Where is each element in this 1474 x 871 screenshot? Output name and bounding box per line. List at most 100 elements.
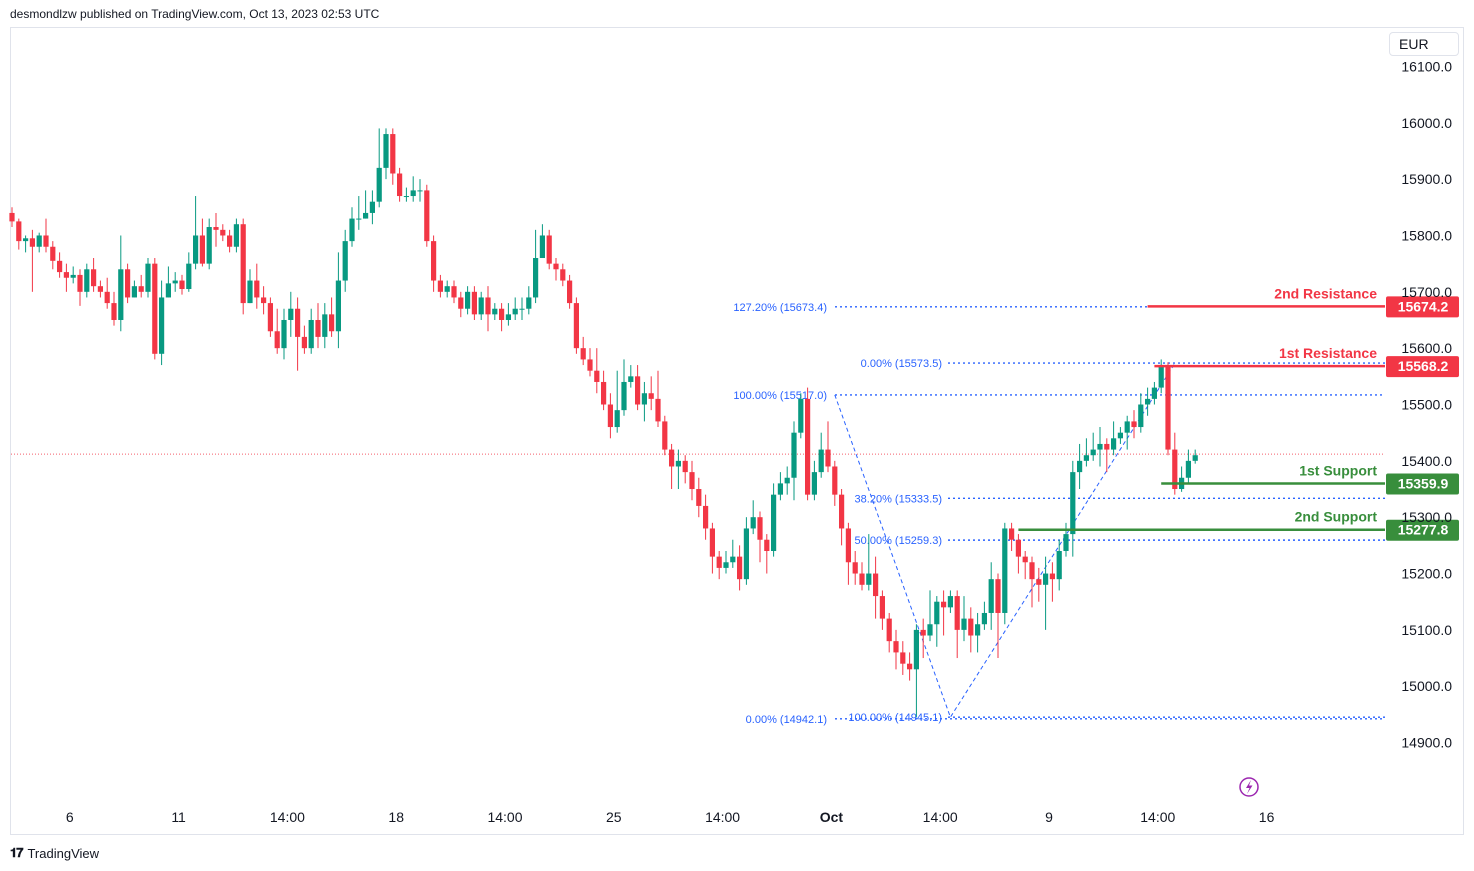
candle-body	[648, 393, 654, 399]
candle-body	[845, 528, 851, 563]
candle-body	[546, 235, 552, 264]
candle-body	[165, 283, 171, 298]
time-axis[interactable]: 6 11 14:00 18 14:00 25 14:00 Oct 14:00 9 14:00 16	[66, 809, 1275, 825]
candle-body	[784, 477, 790, 484]
candle-body	[410, 190, 416, 197]
price-tick-label: 15000.0	[1401, 678, 1452, 694]
support-price-label: 15277.8	[1398, 522, 1449, 538]
candle-body	[403, 196, 409, 198]
candle-body	[934, 601, 940, 625]
candle-body	[505, 314, 511, 320]
candle-body	[308, 319, 314, 349]
chart-frame	[10, 27, 1464, 835]
candle-body	[465, 291, 471, 309]
candle-body	[995, 579, 1001, 613]
candle-body	[77, 274, 83, 292]
candle-body	[1165, 365, 1171, 450]
candle-body	[437, 280, 443, 292]
candle-body	[179, 280, 185, 290]
candle-body	[138, 286, 144, 292]
fib-level-label: 100.00% (15517.0)	[733, 390, 827, 402]
time-tick-label: 14:00	[1140, 809, 1175, 825]
candle-body	[322, 314, 328, 337]
candle-body	[383, 134, 389, 168]
candle-body	[1124, 421, 1130, 433]
candle-body	[213, 227, 219, 230]
candle-body	[669, 449, 675, 467]
candle-body	[560, 269, 566, 281]
price-tick-label: 15100.0	[1401, 622, 1452, 638]
price-tick-label: 15400.0	[1401, 453, 1452, 469]
fib-level-label: 127.20% (15673.4)	[733, 302, 827, 314]
candle-body	[737, 556, 743, 580]
candle-body	[471, 291, 477, 315]
price-tick-label: 15800.0	[1401, 227, 1452, 243]
support-price-tag	[1386, 519, 1459, 541]
candle-body	[152, 263, 158, 354]
support-resistance-levels: 2nd Resistance 15674.2 1st Resistance 15568…	[1018, 285, 1459, 541]
candle-body	[50, 246, 56, 261]
candle-body	[1029, 562, 1035, 580]
candle-body	[879, 596, 885, 619]
candle-body	[1083, 455, 1089, 461]
candle-body	[1009, 528, 1015, 540]
candle-body	[1090, 449, 1096, 456]
candle-body	[492, 308, 498, 315]
support-name-label: 2nd Support	[1295, 509, 1378, 525]
price-tick-label: 15700.0	[1401, 284, 1452, 300]
candle-body	[63, 272, 69, 278]
time-tick-label: 25	[606, 809, 622, 825]
candle-body	[907, 663, 913, 670]
fib-level-label: 38.20% (15333.5)	[855, 493, 942, 505]
candle-body	[485, 297, 491, 315]
candle-body	[118, 269, 124, 320]
candle-body	[730, 556, 736, 563]
candle-body	[839, 494, 845, 529]
currency-selector[interactable]: EUR	[1389, 32, 1459, 56]
fib-zigzag-trend	[834, 363, 1176, 719]
candle-body	[247, 280, 253, 304]
candle-body	[315, 319, 321, 337]
support-name-label: 1st Support	[1299, 462, 1377, 478]
candle-body	[927, 624, 933, 636]
candle-body	[335, 280, 341, 332]
resistance-name-label: 2nd Resistance	[1274, 285, 1377, 301]
candle-body	[1117, 432, 1123, 439]
candle-body	[567, 280, 573, 304]
candle-body	[342, 241, 348, 281]
candle-body	[104, 291, 110, 304]
candle-body	[750, 517, 756, 529]
brand-label: TradingView	[27, 845, 100, 861]
candle-body	[390, 134, 396, 174]
candle-body	[254, 280, 260, 298]
candle-body	[757, 517, 763, 540]
candle-body	[43, 235, 49, 247]
candle-body	[23, 238, 29, 242]
fib-level-label: 0.00% (14942.1)	[746, 714, 827, 726]
candle-body	[349, 218, 355, 242]
candle-body	[777, 483, 783, 495]
candle-body	[873, 573, 879, 597]
price-axis[interactable]: 16100.0 16000.0 15900.0 15800.0 15700.0 15600…	[1401, 58, 1452, 750]
candle-body	[852, 562, 858, 574]
candle-body	[573, 303, 579, 349]
candle-body	[941, 601, 947, 608]
candle-body	[723, 562, 729, 568]
candle-body	[811, 472, 817, 495]
candle-body	[199, 235, 205, 264]
candle-body	[601, 381, 607, 405]
candle-body	[206, 227, 212, 264]
time-tick-label: 14:00	[923, 809, 958, 825]
candle-body	[159, 297, 165, 354]
candle-body	[281, 319, 287, 349]
candle-body	[193, 235, 199, 264]
tradingview-logo[interactable]: 𝟏𝟕 TradingView	[10, 845, 99, 861]
candle-body	[301, 336, 307, 349]
fib-level-label: 0.00% (15573.5)	[861, 358, 942, 370]
candle-body	[913, 629, 919, 670]
candle-body	[1172, 449, 1178, 490]
candle-body	[975, 624, 981, 636]
candle-body	[356, 218, 362, 220]
time-tick-label: 6	[66, 809, 74, 825]
